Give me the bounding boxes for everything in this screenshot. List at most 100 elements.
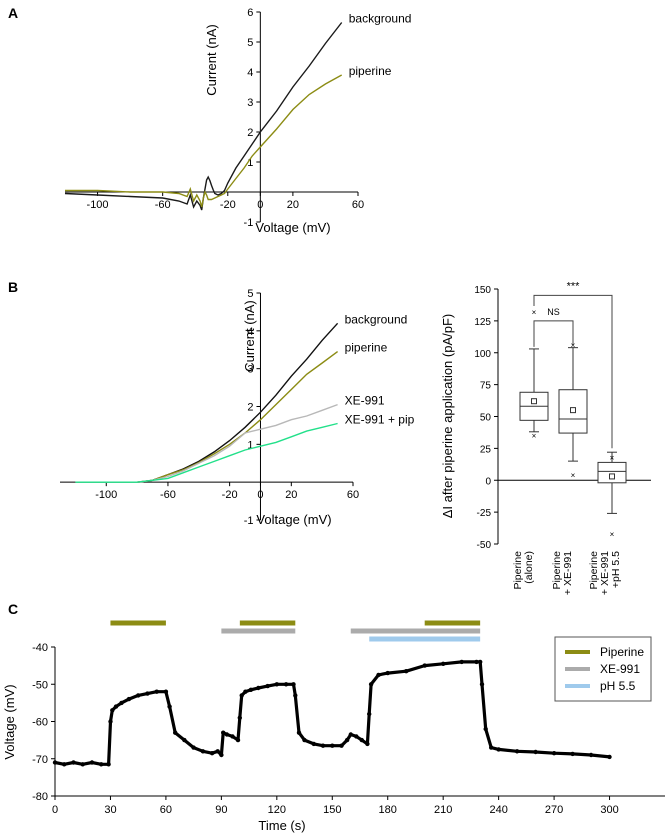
y-tick-label: 4 [247, 326, 253, 338]
y-tick-label: 50 [480, 413, 492, 424]
y-tick-label: 5 [247, 37, 253, 49]
data-point [293, 693, 298, 698]
data-point [478, 659, 483, 665]
data-point [167, 704, 172, 709]
series-label: piperine [349, 64, 392, 78]
data-point [291, 682, 296, 687]
x-tick-label: 240 [489, 804, 507, 816]
data-point [354, 734, 359, 739]
y-tick-label: 6 [247, 7, 253, 19]
series-line-2 [75, 403, 338, 483]
y-tick-label: 3 [247, 364, 253, 376]
data-point [219, 752, 224, 758]
data-point [154, 689, 159, 694]
data-point [163, 689, 169, 694]
data-point [119, 700, 124, 706]
x-tick-label: 180 [379, 804, 397, 816]
data-point [237, 715, 242, 720]
y-tick-label: -25 [477, 508, 492, 519]
data-point [404, 669, 409, 674]
x-tick-label: 60 [352, 199, 364, 211]
data-point [191, 745, 196, 750]
data-point [296, 730, 302, 735]
mean-marker [531, 398, 537, 405]
x-tick-label: 150 [323, 804, 341, 816]
panel-c-label: C [8, 601, 18, 617]
group-label: (alone) [523, 551, 535, 584]
y-axis-label: Current (nA) [242, 300, 257, 372]
data-point [368, 682, 374, 687]
data-point [113, 704, 119, 709]
data-point [110, 708, 115, 713]
y-tick-label: 2 [247, 127, 253, 139]
data-point [496, 747, 501, 752]
application-bar [239, 620, 296, 626]
data-point [221, 730, 226, 735]
data-point [533, 749, 538, 755]
panel-b-iv-plot: -100 -60 -20 0 20 60 -1 1 2 3 4 5 background piperine… [60, 288, 415, 527]
series-label: XE-991 [345, 394, 385, 408]
data-point [330, 743, 335, 748]
data-point [479, 682, 485, 687]
group-label: Piperine [551, 551, 563, 590]
x-tick-label: 0 [52, 804, 58, 816]
y-tick-label: 2 [247, 402, 253, 414]
significance-label: *** [567, 280, 581, 292]
data-point [136, 693, 141, 698]
data-point [256, 685, 261, 691]
significance-bracket [533, 320, 574, 347]
y-tick-label: 25 [480, 444, 492, 455]
x-tick-label: 60 [347, 489, 359, 501]
y-tick-label: -1 [244, 217, 254, 229]
data-point [283, 682, 289, 687]
y-tick-label: 100 [474, 349, 491, 360]
y-tick-label: 125 [474, 317, 491, 328]
application-bar [424, 620, 481, 626]
panel-a: A -100 -60 -20 0 20 60 -1 1 2 3 4 5 6 background piper… [8, 5, 411, 235]
data-point [182, 737, 187, 743]
data-point [239, 693, 244, 698]
y-tick-label: 5 [247, 288, 253, 300]
data-point [311, 741, 316, 747]
data-point [365, 741, 370, 747]
application-bar [369, 636, 481, 642]
x-tick-label: 0 [257, 199, 263, 211]
data-point [551, 751, 557, 756]
y-axis-label: Current (nA) [204, 24, 219, 96]
y-tick-label: -80 [32, 791, 48, 803]
x-tick-label: -100 [95, 489, 117, 501]
outlier-marker: × [571, 471, 576, 480]
series-line-3 [75, 422, 338, 483]
voltage-trace [54, 660, 610, 766]
y-tick-label: 1 [247, 157, 253, 169]
data-point [173, 730, 178, 735]
data-point [348, 732, 353, 737]
y-tick-label: 4 [247, 67, 253, 79]
data-point [215, 749, 220, 754]
data-point [235, 737, 241, 743]
data-point [359, 737, 364, 743]
x-tick-label: -60 [155, 199, 171, 211]
panel-a-iv-plot: -100 -60 -20 0 20 60 -1 1 2 3 4 5 6 background piperin… [64, 7, 412, 235]
series-line-1 [75, 351, 339, 483]
series-label: XE-991 + pip [345, 413, 415, 427]
x-axis-label: Voltage (mV) [255, 220, 330, 235]
group-label: + XE-991 [599, 551, 611, 595]
data-point [422, 663, 427, 668]
legend-label: Piperine [600, 645, 644, 659]
x-axis-label: Time (s) [258, 818, 305, 833]
group-label: Piperine [512, 551, 524, 590]
y-tick-label: 3 [247, 97, 253, 109]
data-point [145, 691, 150, 696]
data-point [209, 751, 215, 756]
y-tick-label: -50 [32, 679, 48, 691]
data-point [224, 732, 230, 737]
x-tick-label: 90 [215, 804, 227, 816]
series-label: background [349, 12, 412, 26]
group-label: + XE-991 [562, 551, 574, 595]
x-tick-label: 270 [545, 804, 563, 816]
panel-b-box-plot: -50 -25 0 25 50 75 100 125 150 ΔI after piperine … [440, 280, 651, 595]
data-point [230, 734, 235, 739]
data-point [99, 762, 104, 767]
